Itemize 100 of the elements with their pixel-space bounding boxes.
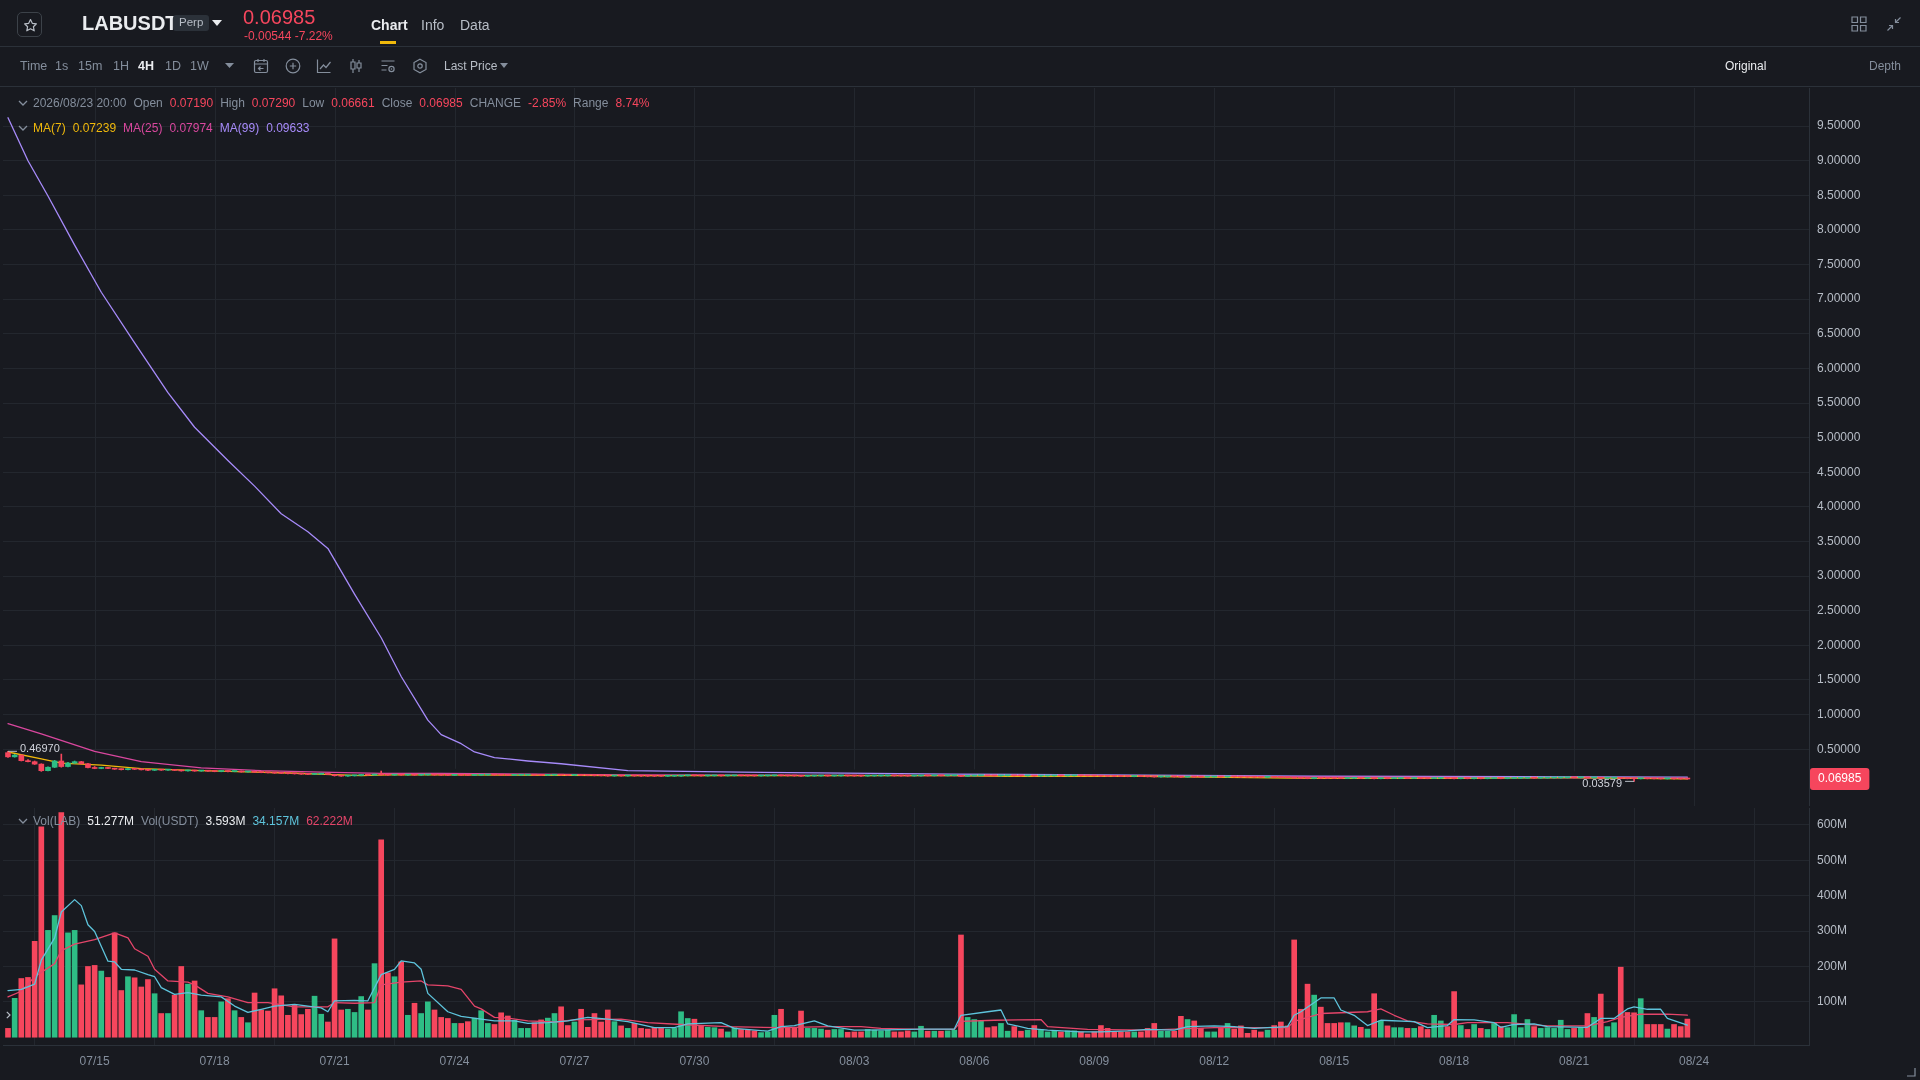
bar [1457, 1025, 1464, 1038]
bar [718, 1028, 724, 1038]
annotation: 0.07190 [169, 95, 214, 111]
bar [98, 970, 105, 1038]
y-tick-label: 2.00000 [1817, 637, 1861, 652]
x-tick-label: 07/30 [679, 1053, 710, 1068]
bar [1531, 1026, 1537, 1038]
bar [225, 998, 231, 1038]
x-tick-label: 08/03 [839, 1053, 870, 1068]
annotation: 0.07239 [72, 120, 117, 136]
x-tick-label: 08/24 [1679, 1053, 1710, 1068]
bar [151, 993, 158, 1038]
x-tick-label: 08/18 [1439, 1053, 1470, 1068]
y-tick-label: 3.50000 [1817, 533, 1861, 548]
y-tick-label: 4.50000 [1817, 464, 1861, 479]
y-tick-label: 400M [1817, 888, 1848, 903]
y-tick-label: 1.00000 [1817, 706, 1861, 721]
bar [185, 983, 191, 1038]
y-tick-label: 8.00000 [1817, 222, 1861, 237]
text: 1D [165, 59, 181, 74]
annotation: 2026/08/23 20:00 [33, 95, 127, 111]
bar [1477, 1028, 1484, 1038]
x-tick-label: 08/09 [1079, 1053, 1110, 1068]
annotation: 0.07974 [169, 120, 213, 136]
annotation: 3.593M [205, 813, 246, 829]
bar [924, 1030, 931, 1038]
annotation: 34.157M [252, 813, 300, 829]
y-tick-label: 1.50000 [1817, 672, 1861, 687]
text: MA(7) [33, 120, 66, 136]
bar [1131, 1031, 1138, 1038]
bar [1664, 1028, 1671, 1038]
annotation: High [220, 95, 245, 111]
bar [231, 1010, 238, 1038]
bar [624, 1028, 631, 1038]
y-tick-label: 5.00000 [1817, 429, 1861, 444]
bar [824, 1029, 831, 1038]
bar [1218, 1028, 1224, 1038]
bar [611, 1021, 618, 1038]
y-tick-label: 5.50000 [1817, 395, 1861, 410]
text: -0.00544 -7.22% [244, 29, 333, 44]
bar [931, 1030, 938, 1038]
text: 0.06985 [243, 5, 316, 29]
text: Depth [1869, 59, 1902, 74]
x-tick-label: 08/12 [1199, 1053, 1230, 1068]
bar [245, 1022, 251, 1038]
bar [938, 1030, 944, 1038]
y-tick-label: 6.50000 [1817, 326, 1861, 341]
bar [198, 1010, 205, 1038]
annotation: 51.277M [87, 813, 135, 829]
bar [1058, 1031, 1064, 1038]
y-tick-label: 600M [1817, 817, 1848, 832]
annotation: Open [133, 95, 163, 111]
bar [958, 934, 964, 1038]
text: 1W [190, 59, 209, 74]
text: Chart [371, 17, 408, 34]
annotation: 0.06661 [331, 95, 375, 111]
text: MA(99) [219, 120, 260, 136]
bar [1404, 1028, 1411, 1038]
bar [365, 1009, 371, 1038]
bar [1464, 1029, 1471, 1038]
bar [451, 1023, 458, 1038]
text: MA(25) [123, 120, 163, 136]
bar [1358, 1026, 1364, 1038]
y-tick-label: 7.50000 [1817, 256, 1861, 271]
bar [1577, 1026, 1584, 1038]
bar [158, 1013, 165, 1038]
annotation: Low [302, 95, 325, 111]
annotation: 0.46970 [20, 742, 60, 755]
annotation: 0.09633 [266, 120, 310, 136]
y-tick-label: 4.00000 [1817, 499, 1861, 514]
bar [1471, 1024, 1477, 1038]
x-tick-label: 07/18 [199, 1053, 230, 1068]
x-tick-label: 08/06 [959, 1053, 990, 1068]
bar [1637, 998, 1644, 1038]
text: 15m [78, 59, 103, 74]
text: Info [421, 17, 445, 34]
y-tick-label: 200M [1817, 958, 1848, 973]
bar [1571, 1028, 1577, 1038]
bar [398, 961, 405, 1038]
text: Last Price [444, 59, 498, 74]
annotation: 8.74% [615, 95, 650, 111]
text: 4H [138, 59, 154, 74]
y-tick-label: 500M [1817, 852, 1848, 867]
bar [1371, 993, 1377, 1038]
x-tick-label: 07/21 [319, 1053, 350, 1068]
y-tick-label: 3.00000 [1817, 568, 1861, 583]
bar [1024, 1029, 1031, 1038]
annotation: CHANGE [469, 95, 522, 111]
annotation: 0.07290 [251, 95, 296, 111]
bar [5, 1028, 11, 1038]
bar [1364, 1028, 1371, 1038]
text: 1H [113, 59, 129, 74]
bar [125, 976, 131, 1038]
x-tick-label: 07/27 [559, 1053, 590, 1068]
annotation: Range [573, 95, 609, 111]
text: Data [460, 17, 490, 34]
bar [238, 1017, 245, 1038]
text: 1s [55, 59, 69, 74]
y-tick-label: 9.50000 [1817, 118, 1861, 133]
y-tick-label: 100M [1817, 994, 1848, 1009]
